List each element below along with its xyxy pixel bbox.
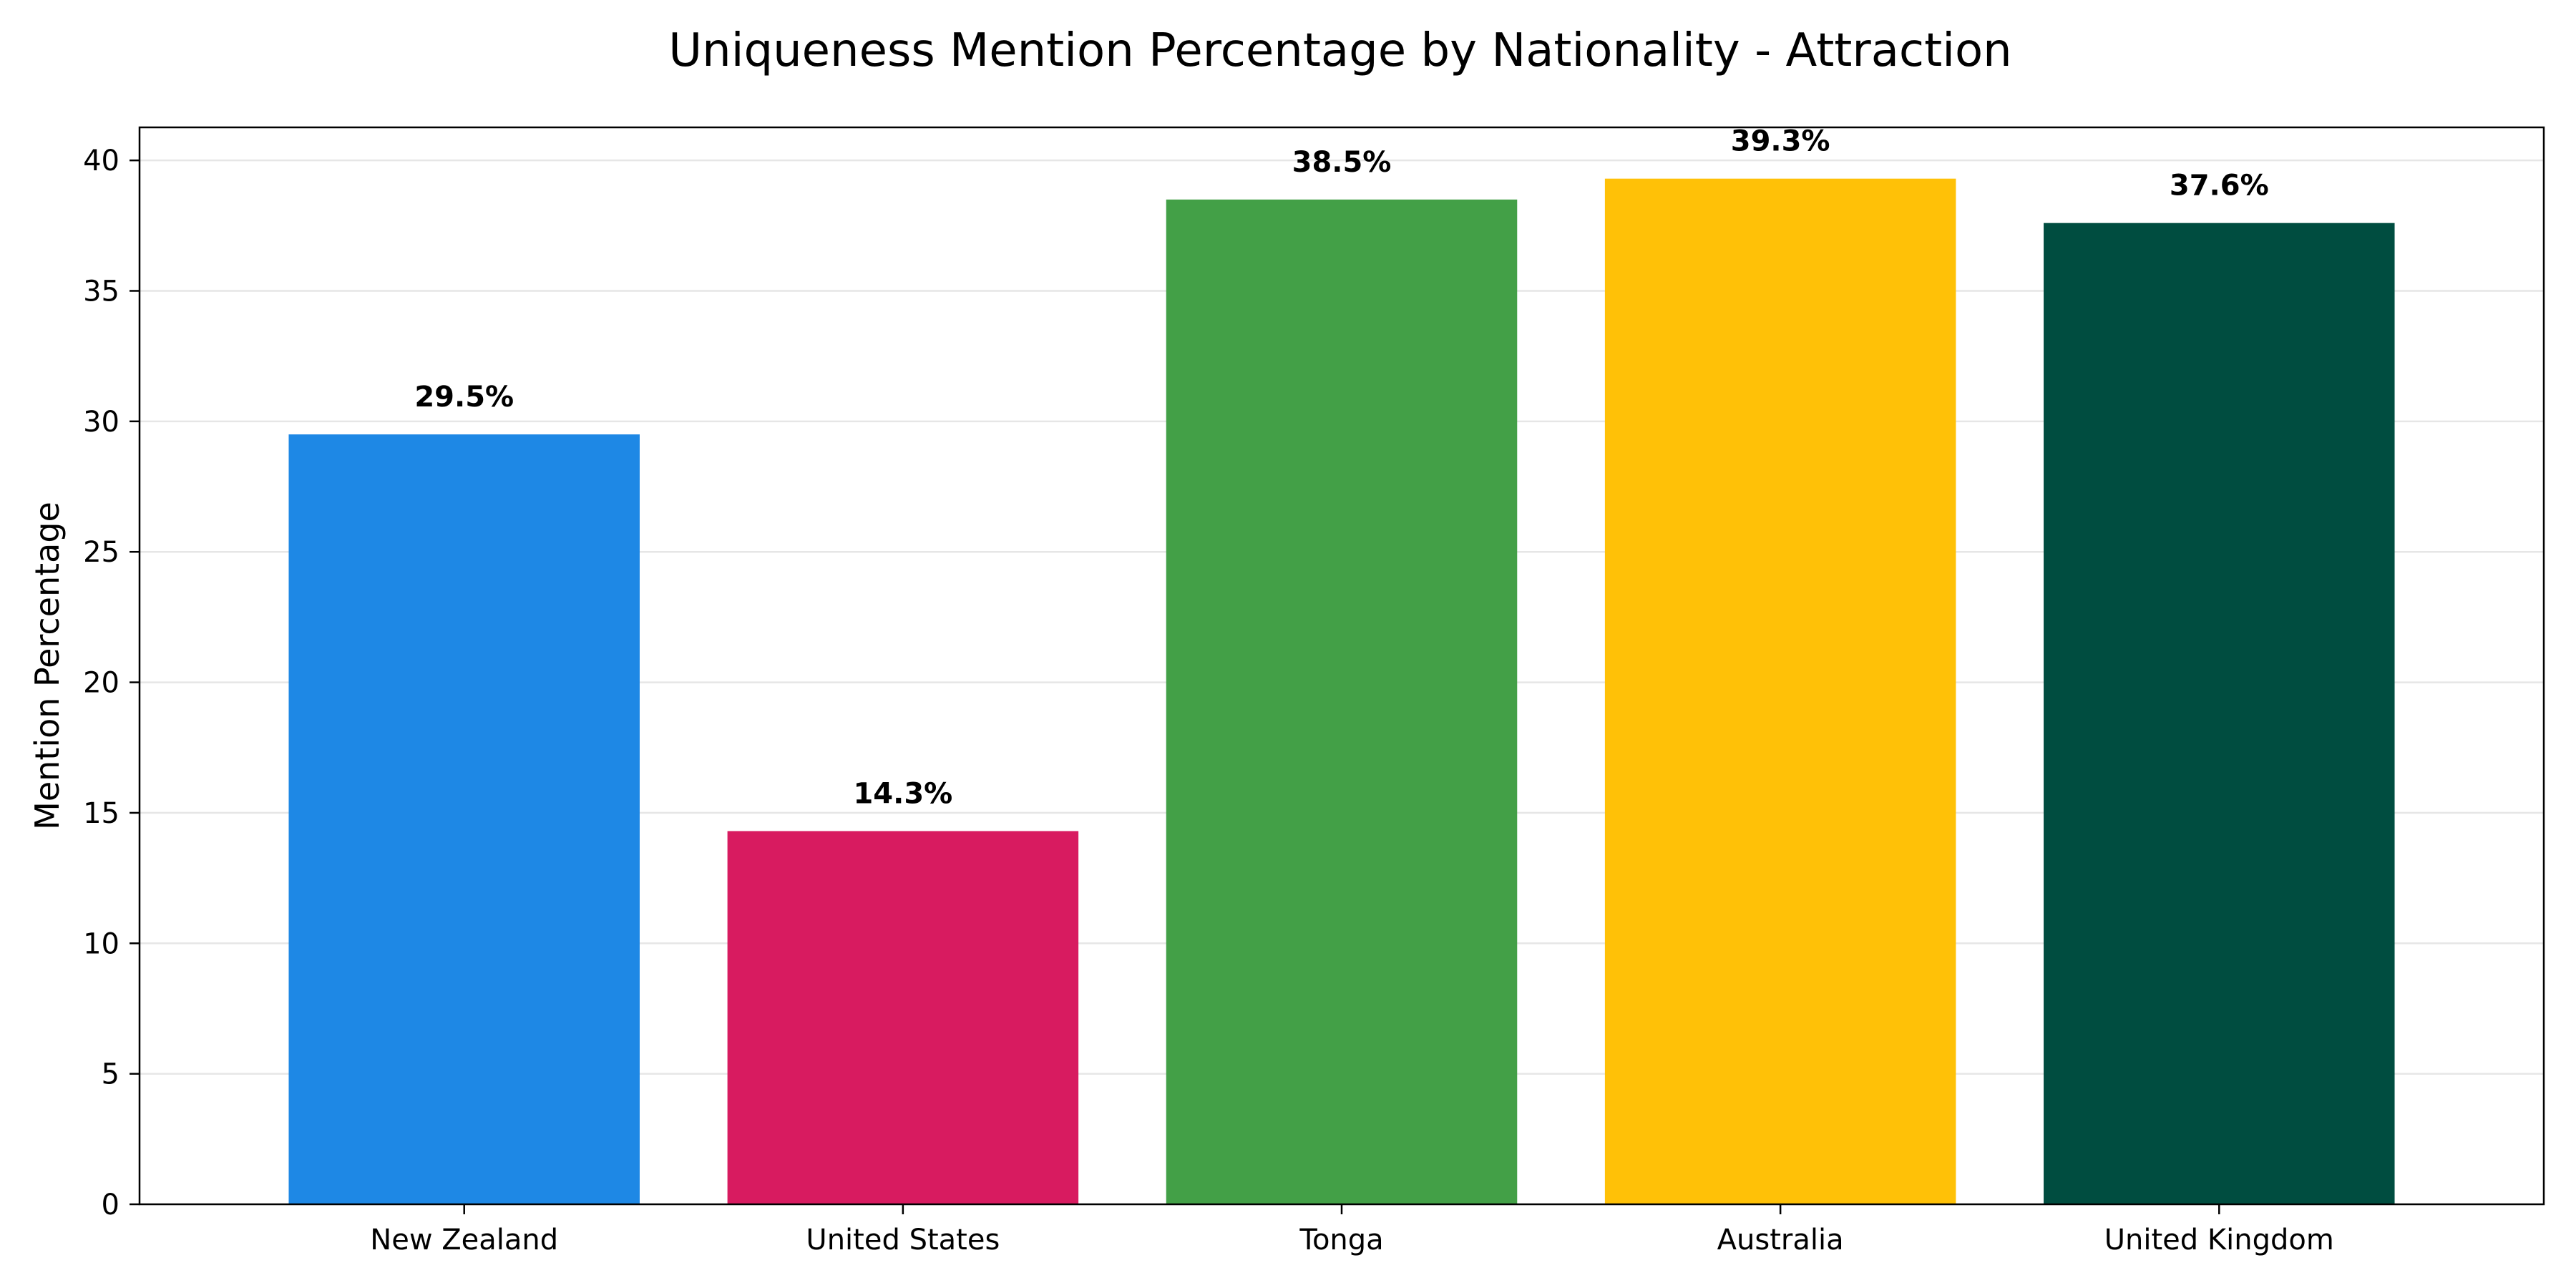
- y-tick-label: 0: [102, 1189, 119, 1221]
- bar-value-labels: 29.5% 14.3% 38.5% 39.3% 37.6%: [414, 125, 2268, 811]
- bar: [727, 831, 1079, 1204]
- axis-ticks: 0 5 10 15 20 25 30 35 40 New Zealand United States…: [83, 145, 2334, 1257]
- bar: [1166, 199, 1518, 1204]
- y-tick-label: 20: [83, 667, 119, 700]
- bar-value-label: 39.3%: [1731, 125, 1830, 158]
- x-tick-label: Australia: [1717, 1224, 1844, 1257]
- x-tick-label: United Kingdom: [2104, 1224, 2334, 1257]
- bars: [288, 178, 2395, 1205]
- y-tick-label: 30: [83, 406, 119, 439]
- bar: [1604, 178, 1956, 1205]
- y-axis-label: Mention Percentage: [28, 502, 67, 830]
- y-tick-label: 25: [83, 536, 119, 569]
- y-tick-label: 35: [83, 275, 119, 308]
- bar: [288, 434, 640, 1205]
- y-tick-label: 15: [83, 797, 119, 830]
- bar-value-label: 29.5%: [414, 381, 514, 414]
- x-tick-label: United States: [806, 1224, 1000, 1257]
- bar-value-label: 37.6%: [2170, 170, 2269, 203]
- x-tick-label: New Zealand: [370, 1224, 558, 1257]
- y-tick-label: 5: [102, 1058, 119, 1091]
- x-tick-label: Tonga: [1299, 1224, 1383, 1257]
- y-tick-label: 40: [83, 145, 119, 177]
- bar-value-label: 38.5%: [1292, 146, 1392, 179]
- bar: [2044, 223, 2395, 1205]
- chart-title: Uniqueness Mention Percentage by Nationa…: [668, 24, 2011, 77]
- bar-value-label: 14.3%: [853, 777, 952, 810]
- y-tick-label: 10: [83, 927, 119, 960]
